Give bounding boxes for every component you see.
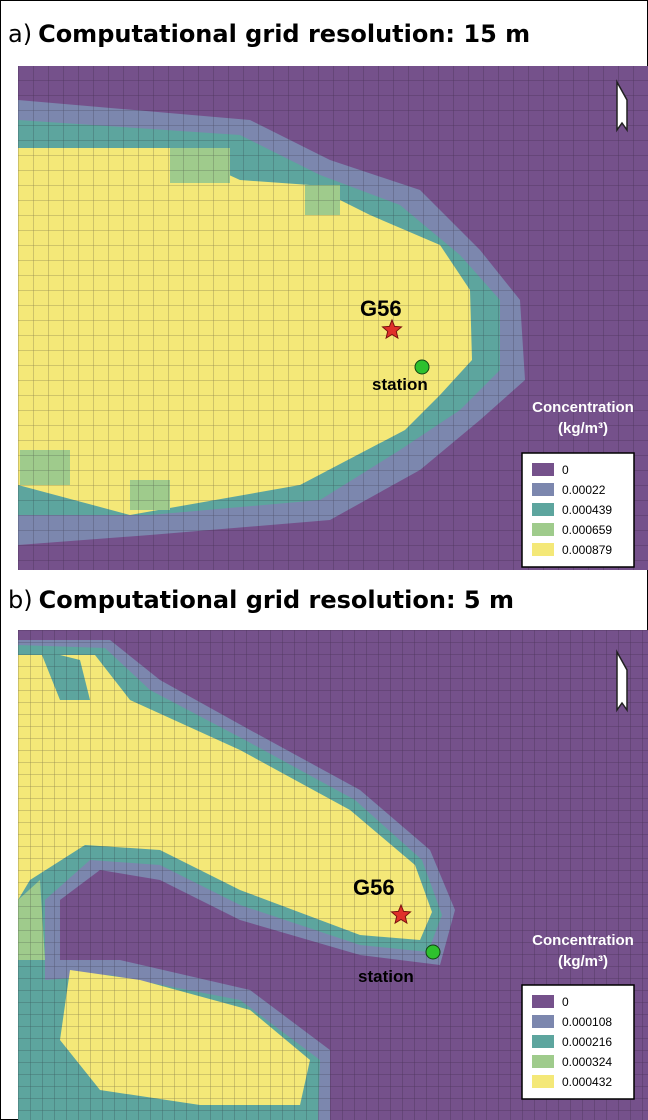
legend-swatch — [532, 523, 554, 536]
legend-entry: 0.000659 — [562, 523, 612, 537]
legend-unit: (kg/m³) — [558, 953, 608, 970]
marker-star — [390, 903, 412, 925]
station-label: station — [372, 375, 428, 394]
station-dot — [414, 359, 430, 375]
panel-label: b) — [8, 586, 33, 614]
panel-title: b) Computational grid resolution: 5 m — [8, 586, 514, 614]
legend-title: Concentration — [532, 399, 634, 416]
legend-entry: 0 — [562, 995, 569, 1009]
legend-entry: 0.00022 — [562, 483, 606, 497]
legend-unit: (kg/m³) — [558, 420, 608, 437]
legend-entry: 0.000432 — [562, 1075, 612, 1089]
legend-swatch — [532, 1055, 554, 1068]
legend-title: Concentration — [532, 932, 634, 949]
legend-entry: 0.000108 — [562, 1015, 612, 1029]
panel-title: a) Computational grid resolution: 15 m — [8, 20, 530, 48]
panel-label: a) — [8, 20, 32, 48]
legend-swatch — [532, 995, 554, 1008]
legend-swatch — [532, 1035, 554, 1048]
station-label: station — [358, 967, 414, 986]
marker-star — [381, 318, 403, 340]
legend-swatch — [532, 1075, 554, 1088]
legend-entry: 0.000439 — [562, 503, 612, 517]
legend-entry: 0.000879 — [562, 543, 612, 557]
panel-title-text: Computational grid resolution: 15 m — [38, 20, 530, 48]
marker-label: G56 — [360, 296, 402, 321]
map-a — [18, 66, 648, 570]
legend-swatch — [532, 1015, 554, 1028]
marker-label: G56 — [353, 875, 395, 900]
panel-title-text: Computational grid resolution: 5 m — [39, 586, 514, 614]
legend-entry: 0.000216 — [562, 1035, 612, 1049]
legend-swatch — [532, 463, 554, 476]
legend-swatch — [532, 503, 554, 516]
station-dot — [425, 944, 441, 960]
legend-swatch — [532, 483, 554, 496]
legend-entry: 0.000324 — [562, 1055, 612, 1069]
legend-entry: 0 — [562, 463, 569, 477]
legend-swatch — [532, 543, 554, 556]
